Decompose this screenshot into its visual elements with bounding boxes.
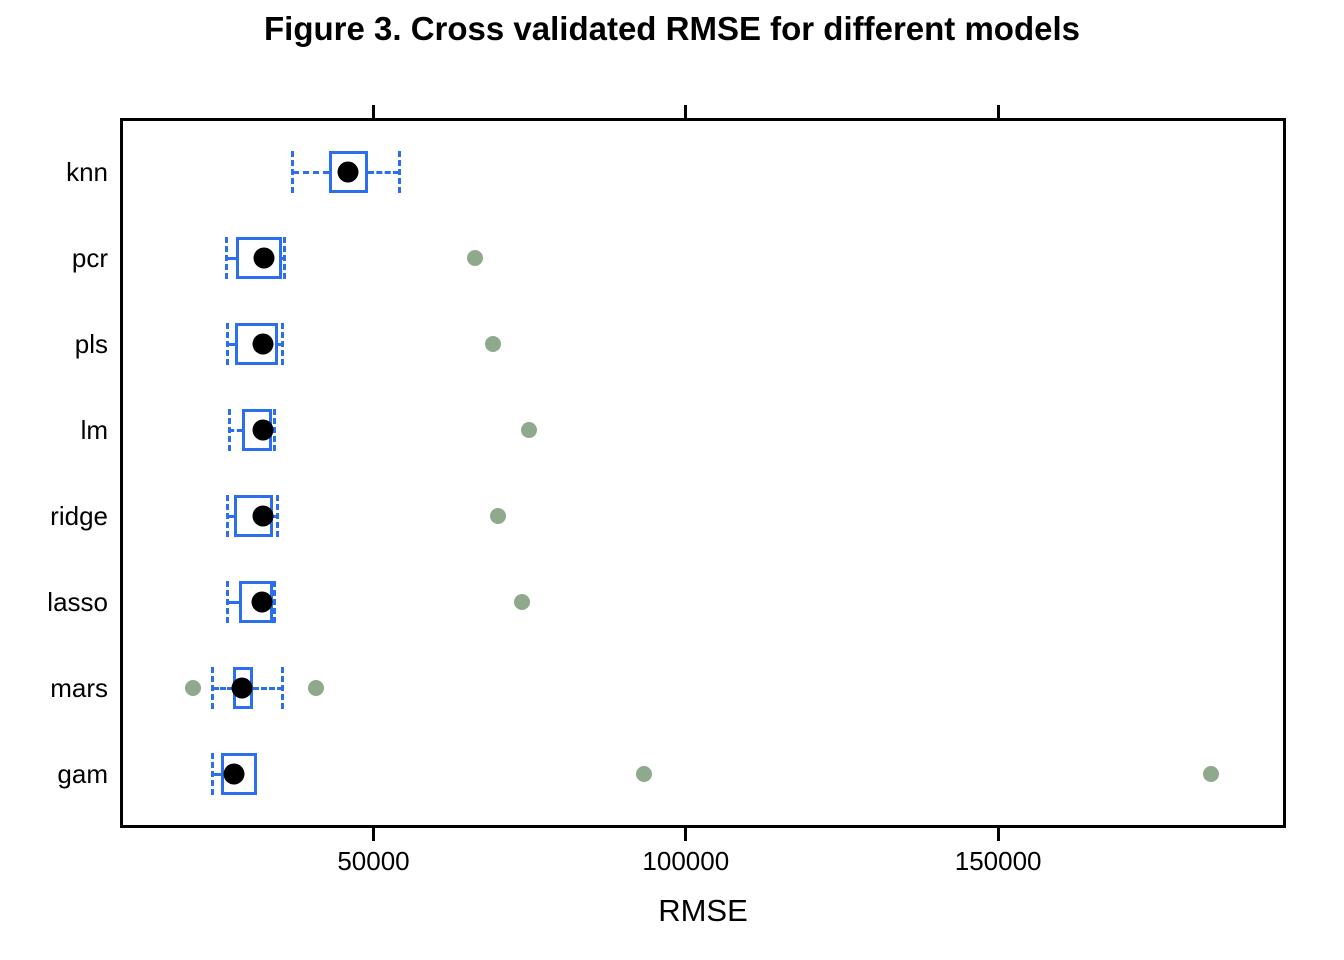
median-dot — [223, 763, 245, 785]
whisker-line-high — [277, 342, 283, 346]
x-tick-label: 50000 — [337, 846, 410, 876]
y-axis-label-lm: lm — [80, 415, 108, 445]
x-tick-label: 100000 — [642, 846, 730, 876]
chart-title: Figure 3. Cross validated RMSE for diffe… — [264, 10, 1080, 47]
whisker-cap-low — [211, 667, 215, 709]
outlier-point — [635, 766, 652, 782]
whisker-cap-high — [272, 581, 276, 623]
x-tick-top — [371, 105, 375, 118]
y-axis-label-ridge: ridge — [50, 501, 108, 531]
outlier-point — [308, 680, 325, 696]
median-dot — [251, 591, 273, 613]
whisker-line-high — [368, 170, 400, 174]
outlier-point — [184, 680, 201, 696]
median-dot — [252, 419, 274, 441]
boxplot-row-lm — [123, 121, 1283, 825]
box-iqr — [329, 151, 369, 193]
whisker-line-high — [252, 686, 283, 690]
outlier-point — [489, 508, 506, 524]
y-axis-label-gam: gam — [57, 759, 108, 789]
whisker-line-low — [227, 514, 235, 518]
whisker-line-low — [226, 256, 237, 260]
whisker-cap-low — [225, 495, 229, 537]
y-axis-label-pls: pls — [74, 329, 108, 359]
whisker-cap-high — [272, 409, 276, 451]
boxplot-row-pcr — [123, 121, 1283, 825]
median-dot — [252, 505, 274, 527]
y-axis-label-lasso: lasso — [47, 587, 108, 617]
whisker-cap-low — [227, 409, 231, 451]
whisker-cap-low — [224, 237, 228, 279]
boxplot-row-knn — [123, 121, 1283, 825]
plot-area — [120, 118, 1286, 828]
whisker-line-low — [229, 428, 243, 432]
median-dot — [253, 247, 275, 269]
whisker-line-low — [227, 342, 235, 346]
whisker-line-low — [292, 170, 330, 174]
whisker-line-low — [212, 686, 233, 690]
whisker-line-low — [212, 772, 222, 776]
x-tick-bottom — [996, 828, 1000, 841]
y-axis-label-pcr: pcr — [71, 243, 108, 273]
outlier-point — [1202, 766, 1219, 782]
x-axis-title: RMSE — [658, 893, 748, 928]
whisker-line-high — [272, 514, 278, 518]
boxplot-row-lasso — [123, 121, 1283, 825]
boxplot-row-mars — [123, 121, 1283, 825]
x-tick-bottom — [371, 828, 375, 841]
x-tick-bottom — [684, 828, 688, 841]
whisker-cap-low — [211, 753, 215, 795]
outlier-point — [521, 422, 538, 438]
whisker-line-low — [227, 600, 240, 604]
y-axis-label-knn: knn — [66, 157, 108, 187]
whisker-cap-low — [225, 323, 229, 365]
plot-canvas — [123, 121, 1283, 825]
x-tick-top — [684, 105, 688, 118]
whisker-cap-high — [283, 237, 287, 279]
whisker-cap-low — [291, 151, 295, 193]
whisker-cap-low — [226, 581, 230, 623]
whisker-cap-high — [281, 667, 285, 709]
median-dot — [252, 333, 274, 355]
median-dot — [337, 161, 359, 183]
y-axis-label-mars: mars — [50, 673, 108, 703]
whisker-cap-high — [281, 323, 285, 365]
outlier-point — [466, 250, 483, 266]
whisker-cap-high — [397, 151, 401, 193]
boxplot-row-pls — [123, 121, 1283, 825]
whisker-cap-high — [276, 495, 280, 537]
x-tick-top — [996, 105, 1000, 118]
x-tick-label: 150000 — [954, 846, 1042, 876]
boxplot-row-gam — [123, 121, 1283, 825]
median-dot — [231, 677, 253, 699]
outlier-point — [484, 336, 501, 352]
boxplot-row-ridge — [123, 121, 1283, 825]
outlier-point — [514, 594, 531, 610]
